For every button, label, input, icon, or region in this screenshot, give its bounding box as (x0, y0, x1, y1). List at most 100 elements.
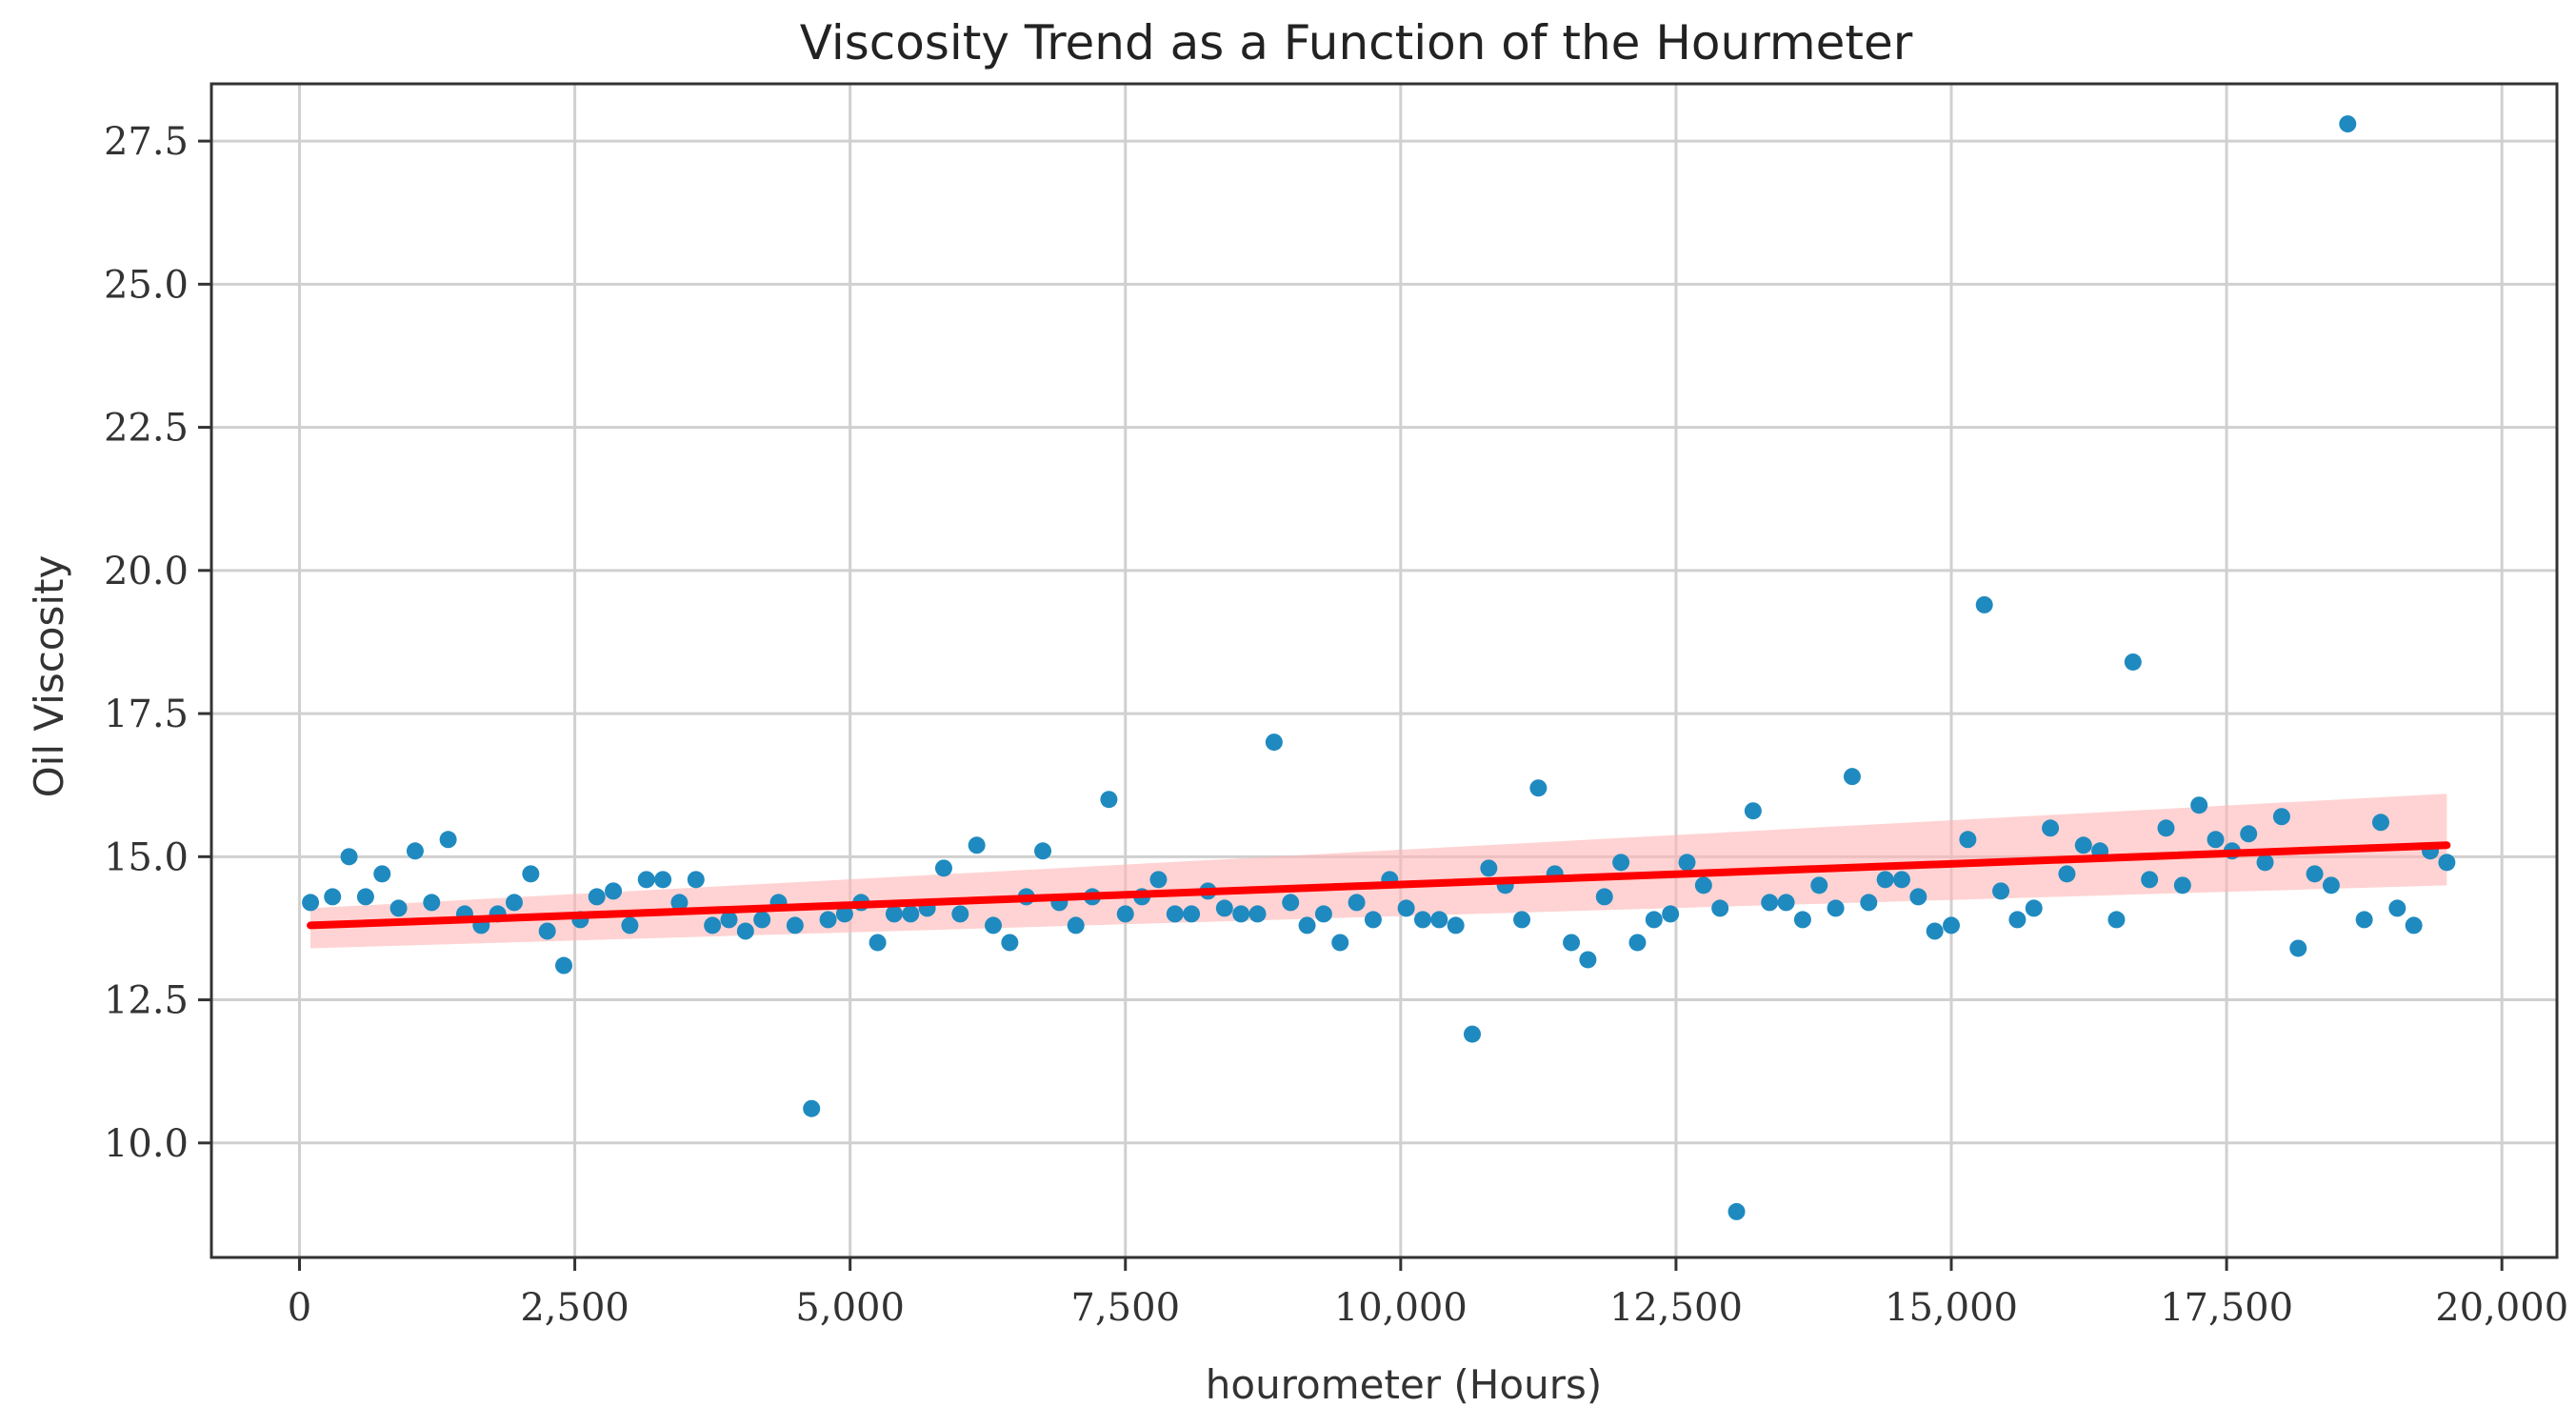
data-point (803, 1099, 821, 1117)
data-point (2438, 854, 2456, 872)
data-point (934, 859, 952, 877)
data-point (951, 905, 969, 923)
data-point (968, 836, 986, 854)
data-point (2240, 825, 2258, 843)
data-point (1430, 911, 1448, 929)
data-point (1662, 905, 1680, 923)
data-point (324, 888, 342, 906)
x-tick-label: 15,000 (1885, 1286, 2018, 1330)
data-point (1678, 854, 1696, 872)
data-point (1827, 899, 1845, 917)
data-point (1628, 934, 1647, 952)
data-point (2207, 831, 2225, 849)
data-point (1001, 934, 1019, 952)
data-point (1034, 842, 1052, 860)
y-tick-label: 15.0 (104, 835, 189, 879)
data-point (1926, 922, 1944, 940)
data-point (1761, 894, 1779, 912)
data-point (340, 848, 358, 866)
data-point (637, 871, 655, 889)
data-point (654, 871, 672, 889)
data-point (1793, 911, 1811, 929)
data-point (1892, 871, 1910, 889)
data-point (753, 911, 771, 929)
data-point (2190, 796, 2208, 814)
data-point (1100, 791, 1118, 809)
data-point (1348, 894, 1366, 912)
trend-line (307, 841, 2451, 930)
data-point (2058, 865, 2076, 883)
data-point (1992, 882, 2010, 900)
data-point (835, 905, 853, 923)
data-point (2141, 871, 2159, 889)
data-point (1959, 831, 1977, 849)
data-point (1232, 905, 1250, 923)
grid-lines (211, 84, 2557, 1257)
data-point (1067, 916, 1085, 935)
data-point (423, 894, 441, 912)
data-point (538, 922, 556, 940)
data-point (687, 871, 705, 889)
x-tick-label: 12,500 (1609, 1286, 1743, 1330)
data-point (1331, 934, 1349, 952)
y-tick-label: 12.5 (104, 979, 189, 1023)
data-point (555, 956, 573, 975)
chart-title: Viscosity Trend as a Function of the Hou… (800, 15, 1913, 70)
data-point (1860, 894, 1878, 912)
data-point (1943, 916, 1961, 935)
data-point (1810, 876, 1828, 894)
data-point (522, 865, 540, 883)
data-point (2157, 819, 2175, 837)
data-point (406, 842, 424, 860)
data-point (2042, 819, 2060, 837)
data-point (1265, 734, 1283, 752)
data-point (2107, 911, 2126, 929)
data-point (1612, 854, 1630, 872)
data-point (1694, 876, 1712, 894)
y-tick-label: 10.0 (104, 1122, 189, 1166)
data-point (902, 905, 920, 923)
data-point (1298, 916, 1316, 935)
data-point (1529, 779, 1548, 797)
data-point (786, 916, 804, 935)
data-point (2272, 808, 2290, 826)
data-point (1447, 916, 1465, 935)
data-point (2025, 899, 2043, 917)
axis-ticks: 0 2,500 5,000 7,500 10,000 12,500 15,000 17,500… (104, 120, 2568, 1330)
data-point (1282, 894, 1300, 912)
data-point (1116, 905, 1134, 923)
data-point (588, 888, 606, 906)
data-point (1480, 859, 1498, 877)
data-point (985, 916, 1002, 935)
data-point (869, 934, 887, 952)
data-point (2256, 854, 2274, 872)
data-point (1595, 888, 1613, 906)
data-point (1777, 894, 1795, 912)
data-point (1975, 595, 1993, 613)
data-point (1364, 911, 1382, 929)
x-tick-label: 10,000 (1334, 1286, 1468, 1330)
y-tick-label: 17.5 (104, 693, 189, 736)
data-point (1464, 1025, 1482, 1043)
data-point (2371, 814, 2389, 832)
data-point (2322, 876, 2340, 894)
x-tick-label: 20,000 (2435, 1286, 2568, 1330)
y-tick-label: 20.0 (104, 550, 189, 593)
data-point (1513, 911, 1531, 929)
data-point (2008, 911, 2027, 929)
data-point (720, 911, 738, 929)
x-tick-label: 17,500 (2160, 1286, 2293, 1330)
data-point (2405, 916, 2423, 935)
data-point (1876, 871, 1894, 889)
data-point (1843, 768, 1861, 786)
y-tick-label: 25.0 (104, 263, 189, 307)
x-tick-label: 0 (288, 1286, 311, 1330)
data-point (1183, 905, 1201, 923)
data-point (1909, 888, 1927, 906)
data-point (389, 899, 408, 917)
data-point (2173, 876, 2191, 894)
data-point (2355, 911, 2373, 929)
data-point (605, 882, 623, 900)
